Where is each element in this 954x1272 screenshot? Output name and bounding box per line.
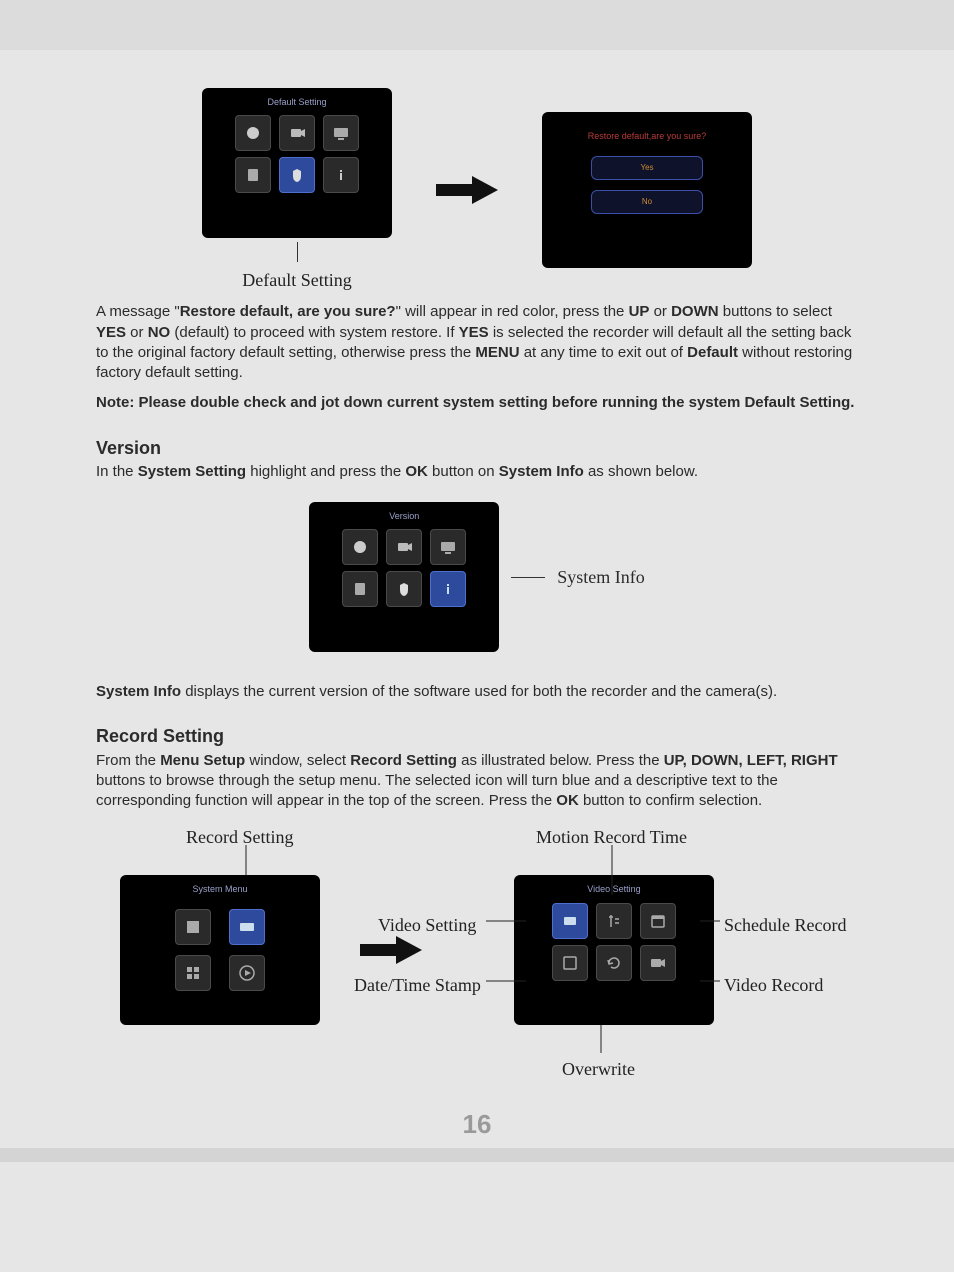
footer-band: [0, 1148, 954, 1162]
page: Default Setting: [0, 0, 954, 1202]
label-date-time-stamp: Date/Time Stamp: [354, 973, 481, 997]
motion-record-icon: [596, 903, 632, 939]
text: button on: [428, 463, 499, 480]
text: at any time to exit out of: [520, 344, 688, 361]
text: or: [126, 324, 148, 341]
icon-grid: [544, 901, 684, 991]
system-menu-screen: System Menu: [120, 875, 320, 1025]
record-setting-paragraph: From the Menu Setup window, select Recor…: [96, 751, 858, 812]
default-setting-caption: Default Setting: [242, 268, 351, 292]
schedule-record-icon: [640, 903, 676, 939]
content: Default Setting: [0, 50, 954, 1085]
bold: YES: [96, 324, 126, 341]
record-setting-figure: Record Setting Motion Record Time System…: [96, 825, 858, 1085]
video-record-icon: [640, 945, 676, 981]
default-setting-figure-row: Default Setting: [96, 88, 858, 292]
bold: YES: [459, 324, 489, 341]
record-icon: [235, 115, 271, 151]
record-setting-icon-selected: [229, 909, 265, 945]
info-icon-selected: [430, 571, 466, 607]
note-paragraph: Note: Please double check and jot down c…: [96, 393, 858, 413]
label-video-setting: Video Setting: [378, 913, 476, 937]
label-motion-record-time: Motion Record Time: [536, 825, 687, 849]
label-record-setting: Record Setting: [186, 825, 293, 849]
page-number: 16: [0, 1109, 954, 1140]
overwrite-icon: [596, 945, 632, 981]
confirm-no-button[interactable]: No: [591, 190, 703, 214]
setting3-icon: [175, 955, 211, 991]
default-icon: [386, 571, 422, 607]
screen-title: System Menu: [192, 883, 247, 895]
icon-grid: [227, 113, 367, 203]
bold: System Info: [96, 683, 181, 700]
text: (default) to proceed with system restore…: [170, 324, 458, 341]
screen-title: Default Setting: [267, 96, 326, 108]
text: or: [649, 303, 671, 320]
bold: Record Setting: [350, 752, 457, 769]
bold: OK: [556, 792, 579, 809]
bold: MENU: [475, 344, 519, 361]
bold: UP, DOWN, LEFT, RIGHT: [664, 752, 838, 769]
text: " will appear in red color, press the: [396, 303, 629, 320]
camera-icon: [386, 529, 422, 565]
bold: Default: [687, 344, 738, 361]
screen-title: Video Setting: [587, 883, 640, 895]
confirm-dialog: Restore default,are you sure? Yes No: [542, 112, 752, 268]
text: as illustrated below. Press the: [457, 752, 664, 769]
label-overwrite: Overwrite: [562, 1057, 635, 1081]
label-video-record: Video Record: [724, 973, 823, 997]
text: buttons to select: [719, 303, 832, 320]
playback-icon: [229, 955, 265, 991]
video-setting-icon-selected: [552, 903, 588, 939]
screen-title: Version: [389, 510, 419, 522]
camera-icon: [279, 115, 315, 151]
system-info-label: System Info: [557, 565, 645, 589]
display-icon: [323, 115, 359, 151]
bold: NO: [148, 324, 171, 341]
date-time-stamp-icon: [552, 945, 588, 981]
icon-grid: [155, 901, 285, 1009]
arrow-icon: [432, 170, 502, 210]
note-text: Note: Please double check and jot down c…: [96, 394, 854, 411]
icon-grid: [334, 527, 474, 617]
bold: OK: [405, 463, 428, 480]
system-info-figure: Version System Info: [96, 502, 858, 652]
text: as shown below.: [584, 463, 698, 480]
setting1-icon: [175, 909, 211, 945]
bold: Menu Setup: [160, 752, 245, 769]
sd-icon: [235, 157, 271, 193]
bold: UP: [629, 303, 650, 320]
bold: System Setting: [138, 463, 246, 480]
display-icon: [430, 529, 466, 565]
text: button to confirm selection.: [579, 792, 762, 809]
record-setting-heading: Record Setting: [96, 724, 858, 748]
video-setting-screen: Video Setting: [514, 875, 714, 1025]
default-setting-screen: Default Setting: [202, 88, 392, 238]
header-band: [0, 0, 954, 50]
record-icon: [342, 529, 378, 565]
text: In the: [96, 463, 138, 480]
version-paragraph: In the System Setting highlight and pres…: [96, 462, 858, 482]
text: From the: [96, 752, 160, 769]
default-setting-screen-block: Default Setting: [202, 88, 392, 292]
text: window, select: [245, 752, 350, 769]
text: highlight and press the: [246, 463, 405, 480]
leader-line: [297, 242, 298, 262]
bold: Restore default, are you sure?: [180, 303, 396, 320]
sd-icon: [342, 571, 378, 607]
default-icon-selected: [279, 157, 315, 193]
confirm-yes-button[interactable]: Yes: [591, 156, 703, 180]
leader-line: [511, 577, 545, 578]
bold: DOWN: [671, 303, 719, 320]
text: A message ": [96, 303, 180, 320]
info-icon: [323, 157, 359, 193]
system-info-paragraph: System Info displays the current version…: [96, 682, 858, 702]
version-screen: Version: [309, 502, 499, 652]
text: displays the current version of the soft…: [181, 683, 777, 700]
confirm-title: Restore default,are you sure?: [588, 130, 707, 142]
label-schedule-record: Schedule Record: [724, 913, 846, 937]
bold: System Info: [499, 463, 584, 480]
version-heading: Version: [96, 436, 858, 460]
restore-paragraph: A message "Restore default, are you sure…: [96, 302, 858, 383]
